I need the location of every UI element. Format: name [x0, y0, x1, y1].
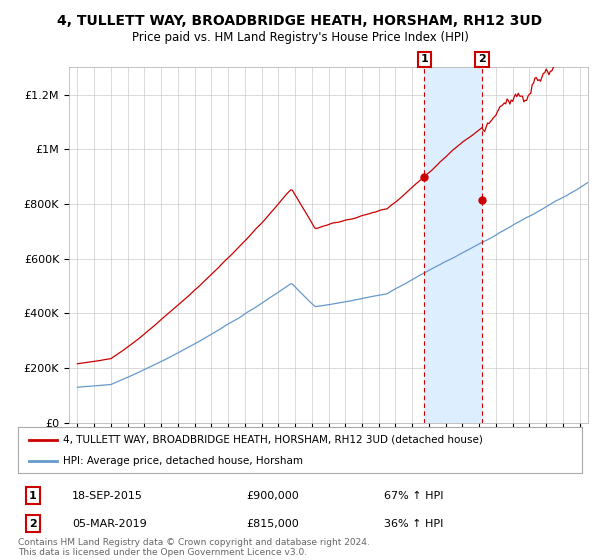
- Text: 67% ↑ HPI: 67% ↑ HPI: [384, 491, 443, 501]
- Text: 2: 2: [29, 519, 37, 529]
- Text: 4, TULLETT WAY, BROADBRIDGE HEATH, HORSHAM, RH12 3UD (detached house): 4, TULLETT WAY, BROADBRIDGE HEATH, HORSH…: [63, 435, 483, 445]
- Bar: [424, 67, 482, 423]
- Text: 36% ↑ HPI: 36% ↑ HPI: [384, 519, 443, 529]
- Text: 1: 1: [29, 491, 37, 501]
- Text: 1: 1: [421, 54, 428, 64]
- Text: Price paid vs. HM Land Registry's House Price Index (HPI): Price paid vs. HM Land Registry's House …: [131, 31, 469, 44]
- Text: £815,000: £815,000: [246, 519, 299, 529]
- Text: Contains HM Land Registry data © Crown copyright and database right 2024.
This d: Contains HM Land Registry data © Crown c…: [18, 538, 370, 557]
- Text: 4, TULLETT WAY, BROADBRIDGE HEATH, HORSHAM, RH12 3UD: 4, TULLETT WAY, BROADBRIDGE HEATH, HORSH…: [58, 14, 542, 28]
- Text: HPI: Average price, detached house, Horsham: HPI: Average price, detached house, Hors…: [63, 456, 303, 466]
- Text: 05-MAR-2019: 05-MAR-2019: [72, 519, 147, 529]
- Text: £900,000: £900,000: [246, 491, 299, 501]
- Text: 2: 2: [478, 54, 486, 64]
- Text: 18-SEP-2015: 18-SEP-2015: [72, 491, 143, 501]
